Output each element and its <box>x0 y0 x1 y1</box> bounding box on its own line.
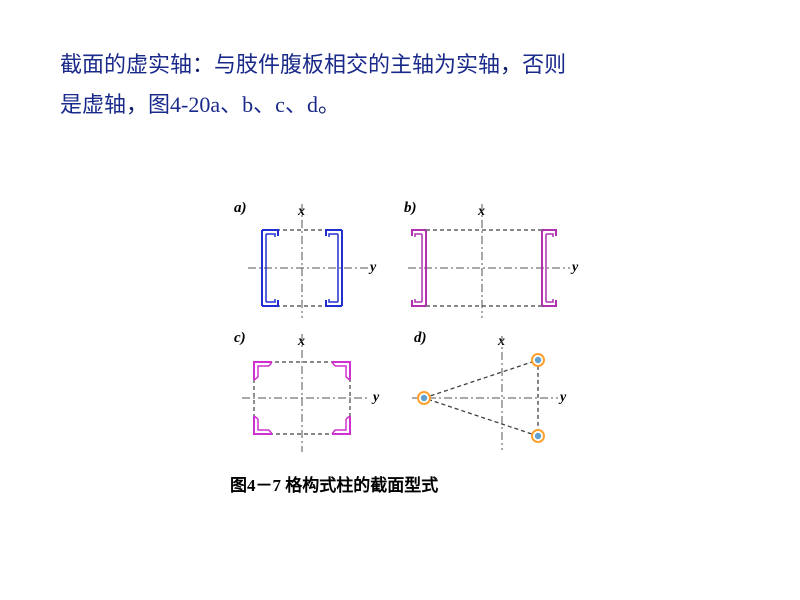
diagram-cell-d: d) x y <box>400 330 600 460</box>
txt: 、 <box>220 92 242 117</box>
header-paragraph: 截面的虚实轴：与肢件腹板相交的主轴为实轴，否则 是虚轴，图4-20a、b、c、d… <box>60 45 740 124</box>
txt: c <box>275 92 285 117</box>
txt: 与肢件腹板相交的主轴为实轴 <box>214 52 500 77</box>
txt: 4-20a <box>170 92 220 117</box>
txt: 截面的虚实轴 <box>60 52 192 77</box>
txt: ， <box>500 52 522 77</box>
txt: 、 <box>285 92 307 117</box>
diagram-cell-b: b) x y <box>400 200 600 330</box>
txt: b <box>242 92 253 117</box>
diagram-c-svg <box>230 330 390 460</box>
diagram-d-svg <box>400 330 600 460</box>
txt: d <box>307 92 318 117</box>
diagram-b-svg <box>400 200 600 330</box>
txt: 。 <box>318 92 340 117</box>
diagram-cell-c: c) x y <box>230 330 400 460</box>
diagram-cell-a: a) x y <box>230 200 400 330</box>
figure-caption: 图4－7 格构式柱的截面型式 <box>230 475 510 498</box>
txt: 图 <box>148 92 170 117</box>
txt: 、 <box>253 92 275 117</box>
diagram-a-svg <box>230 200 390 330</box>
txt: ： <box>192 52 214 77</box>
txt: 否则 <box>522 52 566 77</box>
txt: 是虚轴 <box>60 92 126 117</box>
diagrams-grid: a) x y <box>230 200 600 460</box>
txt: ， <box>126 92 148 117</box>
